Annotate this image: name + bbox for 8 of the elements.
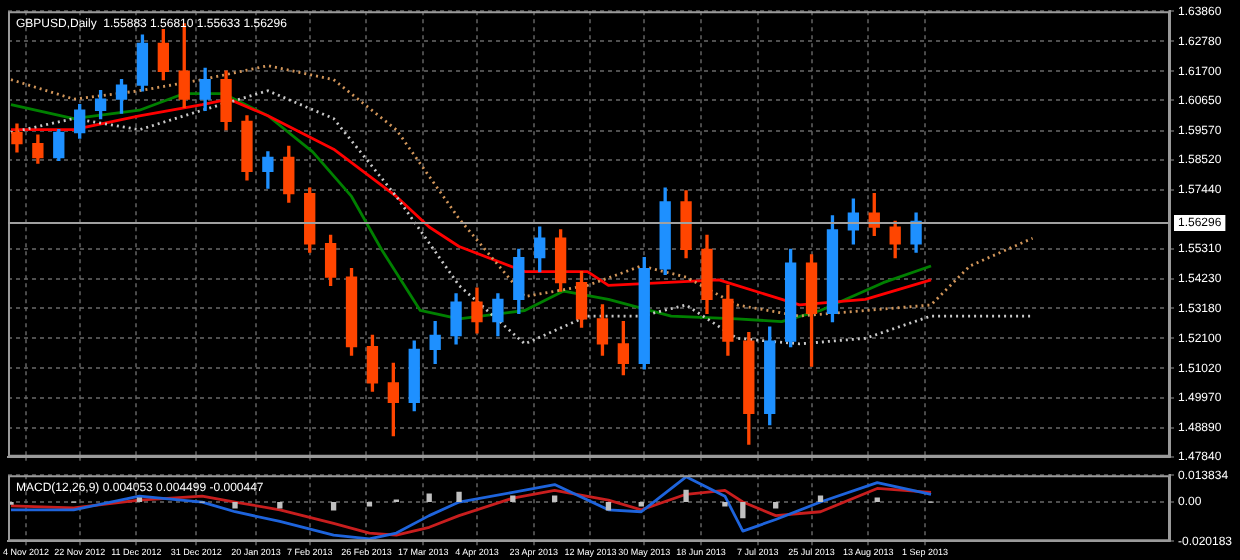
line-series	[9, 64, 1034, 318]
line-series	[9, 89, 1034, 346]
bar	[683, 489, 689, 502]
bar	[277, 502, 283, 509]
bar	[773, 502, 779, 509]
bar	[456, 491, 462, 502]
bar	[740, 502, 746, 519]
bar	[232, 502, 238, 509]
